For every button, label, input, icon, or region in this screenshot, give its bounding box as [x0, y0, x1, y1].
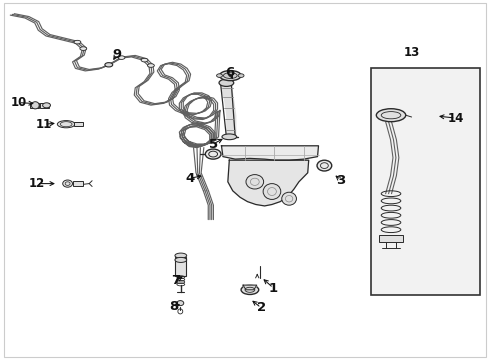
Text: 6: 6: [225, 66, 234, 78]
Ellipse shape: [282, 192, 296, 205]
Ellipse shape: [263, 184, 281, 199]
Text: 9: 9: [112, 48, 121, 61]
Bar: [371, 68, 480, 295]
Ellipse shape: [175, 257, 187, 262]
Bar: [73, 181, 83, 186]
Text: 1: 1: [269, 282, 278, 294]
Ellipse shape: [205, 149, 221, 159]
Ellipse shape: [220, 71, 241, 81]
Polygon shape: [228, 160, 309, 206]
Ellipse shape: [43, 103, 50, 108]
Polygon shape: [221, 146, 318, 160]
Ellipse shape: [223, 73, 237, 78]
Ellipse shape: [74, 40, 81, 44]
Ellipse shape: [238, 74, 244, 77]
Text: 8: 8: [170, 300, 178, 313]
Ellipse shape: [141, 58, 148, 62]
Ellipse shape: [63, 180, 73, 187]
Bar: [379, 235, 403, 242]
Text: 7: 7: [171, 274, 180, 287]
Ellipse shape: [175, 253, 187, 258]
Ellipse shape: [147, 64, 154, 67]
Text: 5: 5: [209, 138, 218, 150]
Text: 11: 11: [36, 118, 52, 131]
Ellipse shape: [317, 160, 332, 171]
Ellipse shape: [376, 109, 406, 122]
Bar: [74, 122, 83, 126]
Ellipse shape: [219, 79, 234, 86]
Ellipse shape: [31, 102, 39, 109]
Bar: [40, 103, 49, 108]
Text: 4: 4: [186, 172, 195, 185]
Bar: [30, 103, 39, 108]
Ellipse shape: [105, 63, 113, 67]
Text: 14: 14: [447, 112, 464, 125]
Text: 12: 12: [28, 177, 45, 190]
Ellipse shape: [57, 121, 75, 128]
Bar: [175, 257, 186, 276]
Ellipse shape: [217, 74, 222, 77]
Ellipse shape: [222, 134, 237, 140]
Text: 3: 3: [336, 174, 345, 186]
Ellipse shape: [246, 175, 264, 189]
Ellipse shape: [241, 285, 259, 294]
Ellipse shape: [177, 301, 184, 306]
Text: 13: 13: [403, 46, 420, 59]
Polygon shape: [243, 285, 257, 290]
Ellipse shape: [80, 47, 87, 50]
Text: 10: 10: [10, 96, 27, 109]
Ellipse shape: [118, 56, 125, 59]
Text: 2: 2: [257, 301, 266, 314]
